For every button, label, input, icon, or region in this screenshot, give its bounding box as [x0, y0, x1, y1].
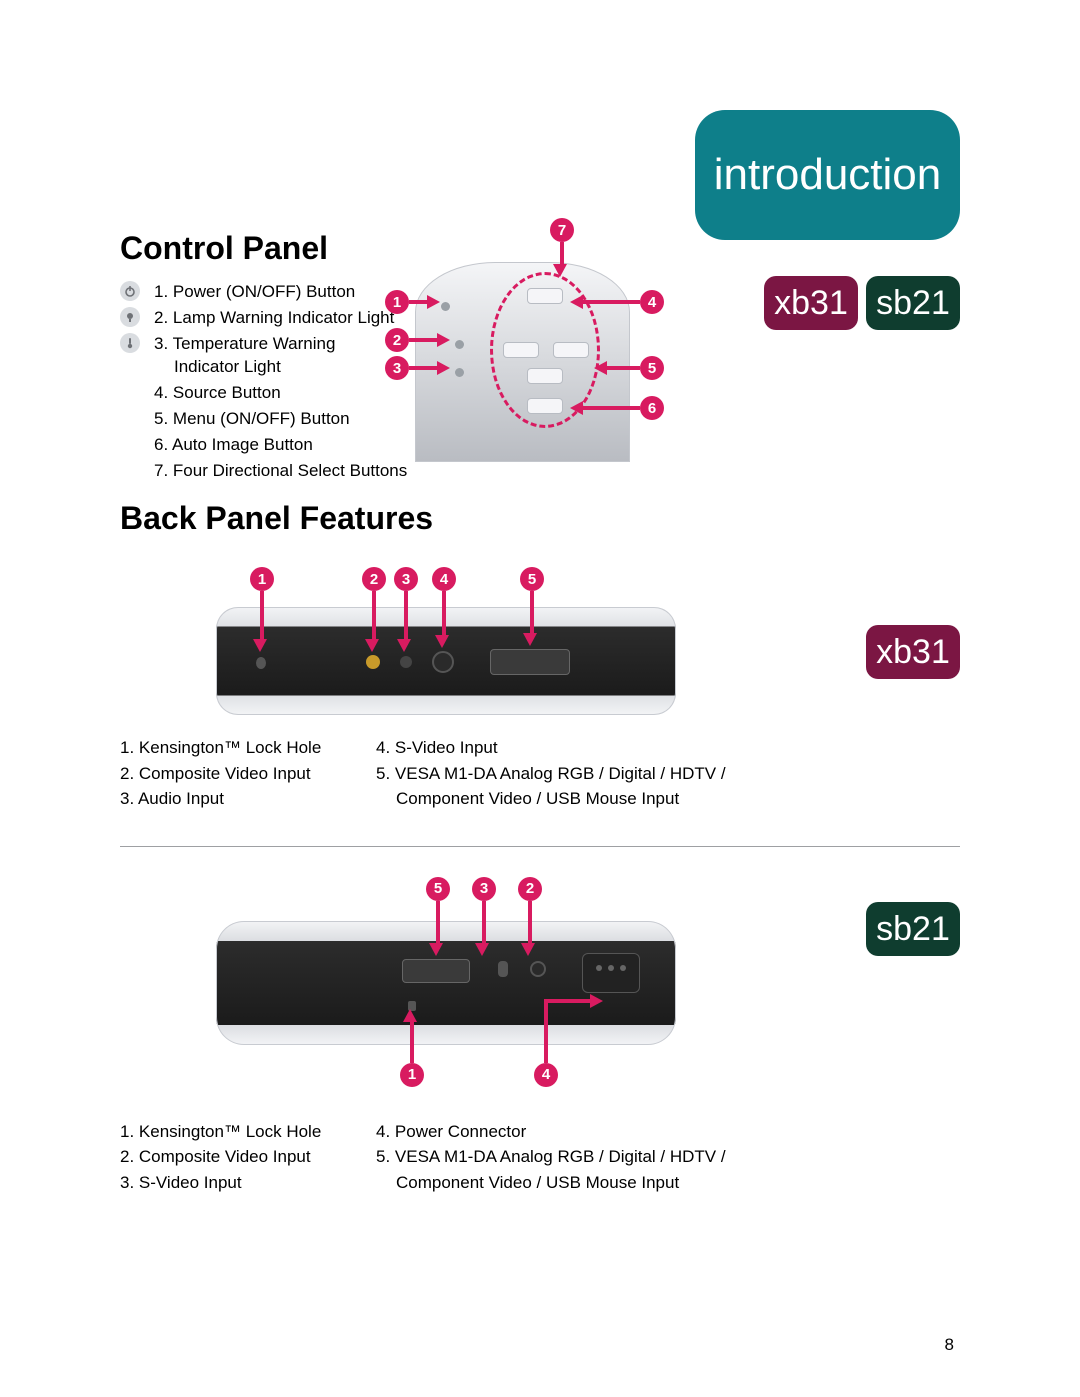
legend-item: Component Video / USB Mouse Input — [376, 1170, 816, 1196]
list-item: 7. Four Directional Select Buttons — [120, 460, 640, 483]
sb21-legend: 1. Kensington™ Lock Hole 2. Composite Vi… — [120, 1119, 960, 1196]
callout-4: 4 — [432, 567, 456, 591]
back-panel-title: Back Panel Features — [120, 500, 960, 537]
legend-item: 3. S-Video Input — [120, 1170, 350, 1196]
lamp-icon — [120, 307, 140, 327]
callout-1: 1 — [400, 1063, 424, 1087]
item-number: 2. — [154, 308, 168, 327]
page: introduction xb31 sb21 Control Panel 1. … — [0, 0, 1080, 1397]
legend-col-2: 4. Power Connector 5. VESA M1-DA Analog … — [376, 1119, 816, 1196]
callout-3: 3 — [385, 356, 409, 380]
legend-item: Component Video / USB Mouse Input — [376, 786, 816, 812]
callout-5: 5 — [640, 356, 664, 380]
legend-item: 2. Composite Video Input — [120, 1144, 350, 1170]
callout-4: 4 — [534, 1063, 558, 1087]
callout-3: 3 — [472, 877, 496, 901]
item-text: Four Directional Select Buttons — [173, 461, 407, 480]
legend-col-1: 1. Kensington™ Lock Hole 2. Composite Vi… — [120, 735, 350, 812]
callout-3: 3 — [394, 567, 418, 591]
item-number: 6. — [154, 435, 168, 454]
badge-xb31: xb31 — [764, 276, 858, 330]
xb31-legend: 1. Kensington™ Lock Hole 2. Composite Vi… — [120, 735, 960, 812]
legend-item: 4. Power Connector — [376, 1119, 816, 1145]
legend-item: 4. S-Video Input — [376, 735, 816, 761]
back-panel-section: Back Panel Features xb31 1 2 3 4 5 — [120, 500, 960, 1195]
item-number: 4. — [154, 383, 168, 402]
badge-xb31-side: xb31 — [866, 625, 960, 679]
legend-item: 1. Kensington™ Lock Hole — [120, 1119, 350, 1145]
divider — [120, 846, 960, 847]
item-text: Power (ON/OFF) Button — [173, 282, 355, 301]
item-text: Auto Image Button — [172, 435, 313, 454]
xb31-back-diagram: 1 2 3 4 5 — [216, 607, 676, 715]
callout-5: 5 — [426, 877, 450, 901]
item-number: 1. — [154, 282, 168, 301]
sb21-back-diagram: 5 3 2 1 4 — [216, 921, 676, 1045]
callout-5: 5 — [520, 567, 544, 591]
item-text: Lamp Warning Indicator Light — [173, 308, 394, 327]
legend-col-2: 4. S-Video Input 5. VESA M1-DA Analog RG… — [376, 735, 816, 812]
legend-item: 1. Kensington™ Lock Hole — [120, 735, 350, 761]
item-text: Temperature Warning — [173, 334, 336, 353]
callout-1: 1 — [250, 567, 274, 591]
legend-col-1: 1. Kensington™ Lock Hole 2. Composite Vi… — [120, 1119, 350, 1196]
item-number: 7. — [154, 461, 168, 480]
callout-4: 4 — [640, 290, 664, 314]
callout-1: 1 — [385, 290, 409, 314]
item-number: 5. — [154, 409, 168, 428]
page-number: 8 — [945, 1335, 954, 1355]
callout-2: 2 — [518, 877, 542, 901]
item-text: Source Button — [173, 383, 281, 402]
section-tab-introduction: introduction — [695, 110, 960, 240]
model-badges: xb31 sb21 — [764, 276, 960, 330]
callout-2: 2 — [385, 328, 409, 352]
badge-sb21-side: sb21 — [866, 902, 960, 956]
callout-2: 2 — [362, 567, 386, 591]
badge-sb21: sb21 — [866, 276, 960, 330]
item-text: Menu (ON/OFF) Button — [173, 409, 350, 428]
legend-item: 5. VESA M1-DA Analog RGB / Digital / HDT… — [376, 761, 816, 787]
callout-6: 6 — [640, 396, 664, 420]
item-number: 3. — [154, 334, 168, 353]
power-icon — [120, 281, 140, 301]
legend-item: 2. Composite Video Input — [120, 761, 350, 787]
callout-7: 7 — [550, 218, 574, 242]
legend-item: 5. VESA M1-DA Analog RGB / Digital / HDT… — [376, 1144, 816, 1170]
legend-item: 3. Audio Input — [120, 786, 350, 812]
temperature-icon — [120, 333, 140, 353]
